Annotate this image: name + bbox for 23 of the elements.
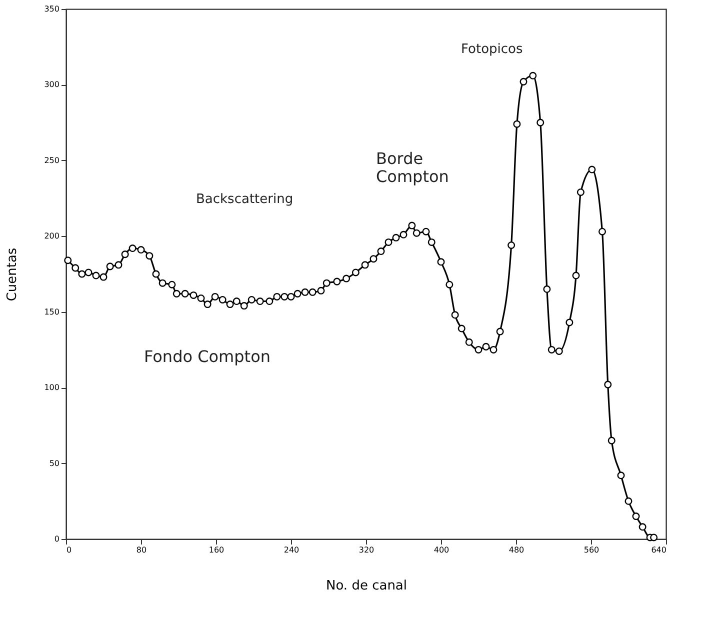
annotation: Fondo Compton: [144, 347, 270, 366]
x-tick-label: 480: [508, 546, 524, 554]
y-tick-label: 200: [44, 232, 60, 241]
x-tick-label: 160: [208, 546, 224, 554]
y-tick-label: 300: [44, 80, 60, 90]
x-tick-label: 400: [434, 546, 450, 554]
x-tick-label: 560: [584, 546, 600, 554]
y-axis-title: Cuentas: [5, 248, 20, 302]
annotation: Fotopicos: [461, 42, 523, 57]
x-tick-label: 320: [358, 546, 374, 554]
y-tick-label: 50: [49, 458, 60, 468]
x-tick-label: 0: [66, 546, 72, 554]
x-tick-label: 240: [284, 546, 300, 554]
y-tick-label: 150: [44, 307, 60, 316]
x-axis-title: No. de canal: [326, 578, 408, 594]
x-tick-label: 80: [136, 546, 147, 554]
y-tick-label: 250: [44, 156, 60, 165]
y-tick-label: 100: [44, 383, 60, 392]
annotation: Borde Compton: [376, 149, 449, 186]
y-tick-label: 0: [54, 534, 60, 544]
annotation: Backscattering: [196, 192, 294, 207]
x-tick-label: 640: [651, 546, 666, 554]
y-tick-label: 350: [44, 4, 60, 14]
